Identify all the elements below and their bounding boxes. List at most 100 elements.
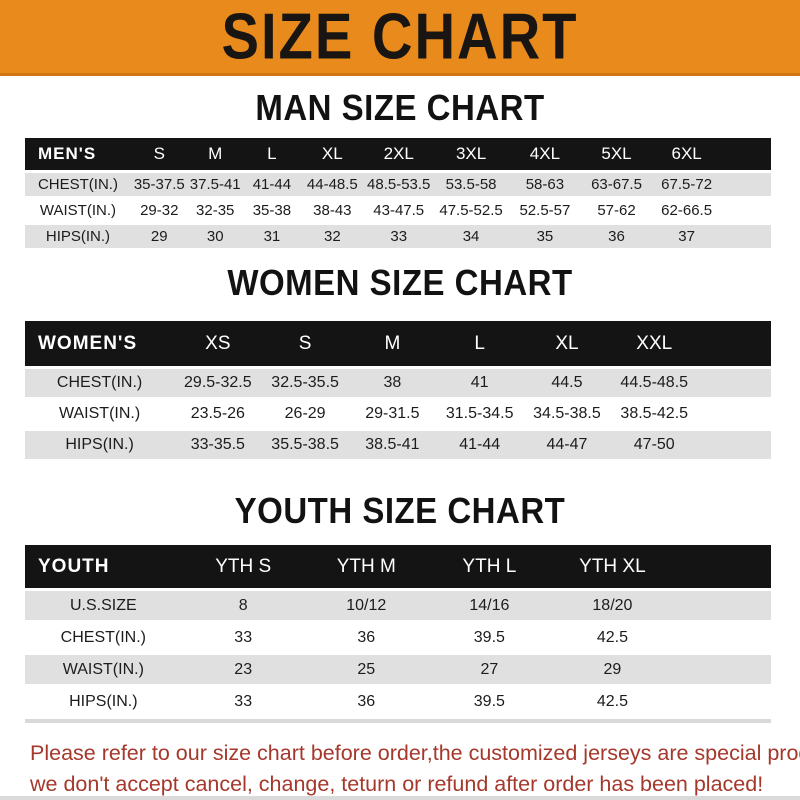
size-cell: 29-32 [130, 199, 188, 222]
size-column-header: XS [174, 321, 262, 366]
size-cell: 62-66.5 [651, 199, 722, 222]
size-cell: 38-43 [301, 199, 364, 222]
size-column-header: 6XL [651, 138, 722, 170]
size-cell: 35-37.5 [130, 173, 188, 196]
size-cell: 36 [581, 225, 652, 248]
size-column-header: XL [301, 138, 364, 170]
section-heading-youth: YOUTH SIZE CHART [234, 490, 566, 531]
size-column-header: YTH XL [550, 545, 674, 588]
size-cell: 57-62 [581, 199, 652, 222]
size-cell: 52.5-57 [508, 199, 582, 222]
size-cell: 43-47.5 [363, 199, 434, 222]
row-pad-cell [697, 369, 771, 397]
size-cell: 35-38 [242, 199, 301, 222]
size-cell: 30 [187, 225, 243, 248]
group-label: YOUTH [25, 545, 182, 588]
row-label: CHEST(IN.) [25, 173, 131, 196]
table-row: CHEST(IN.) 35-37.5 37.5-41 41-44 44-48.5 48.5… [25, 173, 771, 196]
size-column-header: 2XL [363, 138, 434, 170]
size-cell: 23.5-26 [174, 400, 262, 428]
size-column-header: L [436, 321, 524, 366]
size-cell: 34.5-38.5 [523, 400, 611, 428]
size-cell: 42.5 [550, 687, 674, 716]
size-cell: 36 [304, 623, 428, 652]
size-cell: 18/20 [550, 591, 674, 620]
size-header-bar: MEN'S S M L XL 2XL 3XL 4XL 5XL 6XL [25, 138, 771, 170]
size-cell: 10/12 [304, 591, 428, 620]
row-label: CHEST(IN.) [25, 623, 182, 652]
table-row: WAIST(IN.) 29-32 32-35 35-38 38-43 43-47.5 47.… [25, 199, 771, 222]
row-label: U.S.SIZE [25, 591, 182, 620]
group-label: MEN'S [25, 138, 131, 170]
banner-title: SIZE CHART [221, 0, 579, 73]
row-pad-cell [697, 431, 771, 459]
size-cell: 14/16 [427, 591, 551, 620]
size-column-header: XL [523, 321, 611, 366]
size-column-header: YTH M [304, 545, 428, 588]
size-cell: 41-44 [436, 431, 524, 459]
row-label: WAIST(IN.) [25, 199, 131, 222]
table-row: WAIST(IN.) 23.5-26 26-29 29-31.5 31.5-34.5 34… [25, 400, 771, 428]
size-cell: 32.5-35.5 [261, 369, 349, 397]
size-column-header: S [261, 321, 349, 366]
size-cell: 34 [433, 225, 509, 248]
size-cell: 33 [181, 623, 305, 652]
size-cell: 29.5-32.5 [174, 369, 262, 397]
size-cell: 35.5-38.5 [261, 431, 349, 459]
disclaimer-line-1: Please refer to our size chart before or… [30, 741, 800, 765]
row-pad-cell [697, 400, 771, 428]
size-cell: 37.5-41 [187, 173, 243, 196]
size-header-bar: YOUTH YTH S YTH M YTH L YTH XL [25, 545, 771, 588]
table-row: HIPS(IN.) 33 36 39.5 42.5 [25, 687, 771, 716]
size-cell: 39.5 [427, 687, 551, 716]
size-cell: 47-50 [610, 431, 698, 459]
row-pad-cell [673, 623, 771, 652]
size-cell: 38 [348, 369, 437, 397]
size-column-header: 3XL [433, 138, 509, 170]
row-label: HIPS(IN.) [25, 687, 182, 716]
size-cell: 31 [242, 225, 301, 248]
footer-disclaimer: Please refer to our size chart before or… [0, 738, 800, 800]
table-row: HIPS(IN.) 29 30 31 32 33 34 35 36 37 [25, 225, 771, 248]
size-cell: 41 [436, 369, 524, 397]
size-cell: 26-29 [261, 400, 349, 428]
size-cell: 33 [363, 225, 434, 248]
size-column-header: XXL [610, 321, 698, 366]
size-cell: 38.5-42.5 [610, 400, 698, 428]
row-label: HIPS(IN.) [25, 431, 175, 459]
row-pad-cell [673, 591, 771, 620]
youth-size-table: YOUTH YTH S YTH M YTH L YTH XL U.S.SIZE 8 10/1… [25, 542, 771, 719]
size-cell: 44-47 [523, 431, 611, 459]
women-size-table: WOMEN'S XS S M L XL XXL CHEST(IN.) 29.5-32.5 32.… [25, 318, 771, 462]
size-cell: 25 [304, 655, 428, 684]
section-women: WOMEN SIZE CHART WOMEN'S XS S M L XL XXL CHEST… [0, 262, 800, 462]
row-label: WAIST(IN.) [25, 400, 175, 428]
size-cell: 44-48.5 [301, 173, 364, 196]
header-pad-cell [673, 545, 771, 588]
size-cell: 23 [181, 655, 305, 684]
size-column-header: 5XL [581, 138, 652, 170]
size-column-header: S [130, 138, 188, 170]
row-pad-cell [721, 225, 771, 248]
size-cell: 53.5-58 [433, 173, 509, 196]
banner: SIZE CHART [0, 0, 800, 76]
size-cell: 47.5-52.5 [433, 199, 509, 222]
row-label: CHEST(IN.) [25, 369, 175, 397]
row-label: WAIST(IN.) [25, 655, 182, 684]
size-header-bar: WOMEN'S XS S M L XL XXL [25, 321, 771, 366]
size-column-header: L [242, 138, 301, 170]
section-men: MAN SIZE CHART MEN'S S M L XL 2XL 3XL 4XL 5XL 6XL… [0, 87, 800, 251]
size-cell: 29-31.5 [348, 400, 437, 428]
size-column-header: YTH S [181, 545, 305, 588]
size-cell: 58-63 [508, 173, 582, 196]
size-cell: 42.5 [550, 623, 674, 652]
row-label: HIPS(IN.) [25, 225, 131, 248]
size-column-header: YTH L [427, 545, 551, 588]
size-column-header: 4XL [508, 138, 582, 170]
size-cell: 38.5-41 [348, 431, 437, 459]
size-cell: 39.5 [427, 623, 551, 652]
size-column-header: M [187, 138, 243, 170]
size-cell: 44.5 [523, 369, 611, 397]
size-cell: 31.5-34.5 [436, 400, 524, 428]
